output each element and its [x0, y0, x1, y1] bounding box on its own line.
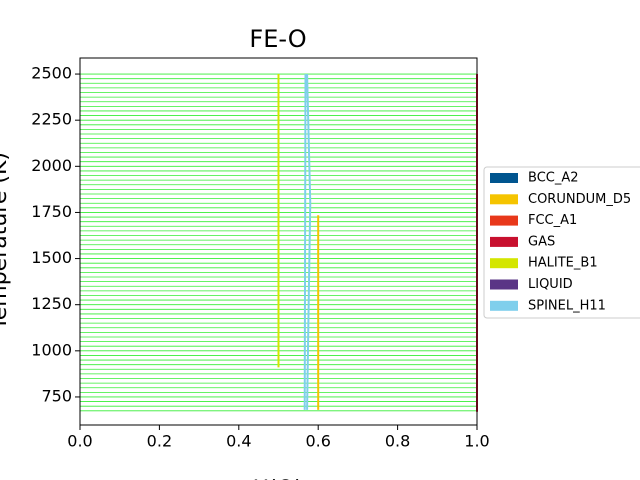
legend-label: FCC_A1: [528, 213, 577, 228]
chart-title: FE-O: [249, 25, 306, 53]
legend-swatch: [490, 215, 518, 226]
y-tick-label: 1750: [31, 202, 72, 221]
legend-label: CORUNDUM_D5: [528, 192, 631, 207]
legend-label: SPINEL_H11: [528, 298, 606, 313]
legend-swatch: [490, 258, 518, 269]
legend-swatch: [490, 300, 518, 311]
x-tick-label: 0.0: [67, 432, 92, 451]
y-axis-label: Temperature (K): [0, 152, 12, 331]
x-tick-label: 0.6: [305, 432, 330, 451]
legend-swatch: [490, 236, 518, 247]
y-tick-label: 1250: [31, 294, 72, 313]
y-tick-label: 2000: [31, 156, 72, 175]
phase-boundary: [303, 74, 312, 410]
legend-label: GAS: [528, 234, 555, 249]
y-tick-label: 2250: [31, 110, 72, 129]
x-tick-label: 1.0: [464, 432, 489, 451]
legend-label: BCC_A2: [528, 171, 579, 186]
legend-swatch: [490, 279, 518, 290]
y-tick-label: 2500: [31, 64, 72, 83]
legend-label: HALITE_B1: [528, 256, 598, 271]
y-tick-label: 1000: [31, 340, 72, 359]
axes-frame: [79, 57, 478, 426]
y-tick-label: 1500: [31, 248, 72, 267]
x-axis-label: X(O): [253, 477, 303, 480]
x-tick-label: 0.8: [385, 432, 410, 451]
y-tick-label: 750: [41, 386, 72, 405]
plot-area: [80, 73, 478, 412]
legend-swatch: [490, 194, 518, 205]
x-tick-label: 0.2: [147, 432, 172, 451]
legend: BCC_A2 CORUNDUM_D5 FCC_A1 GAS HALITE_B1 LIQUI…: [483, 166, 640, 319]
legend-label: LIQUID: [528, 277, 573, 292]
legend-box: [483, 166, 640, 319]
x-tick-label: 0.4: [226, 432, 251, 451]
legend-swatch: [490, 173, 518, 183]
